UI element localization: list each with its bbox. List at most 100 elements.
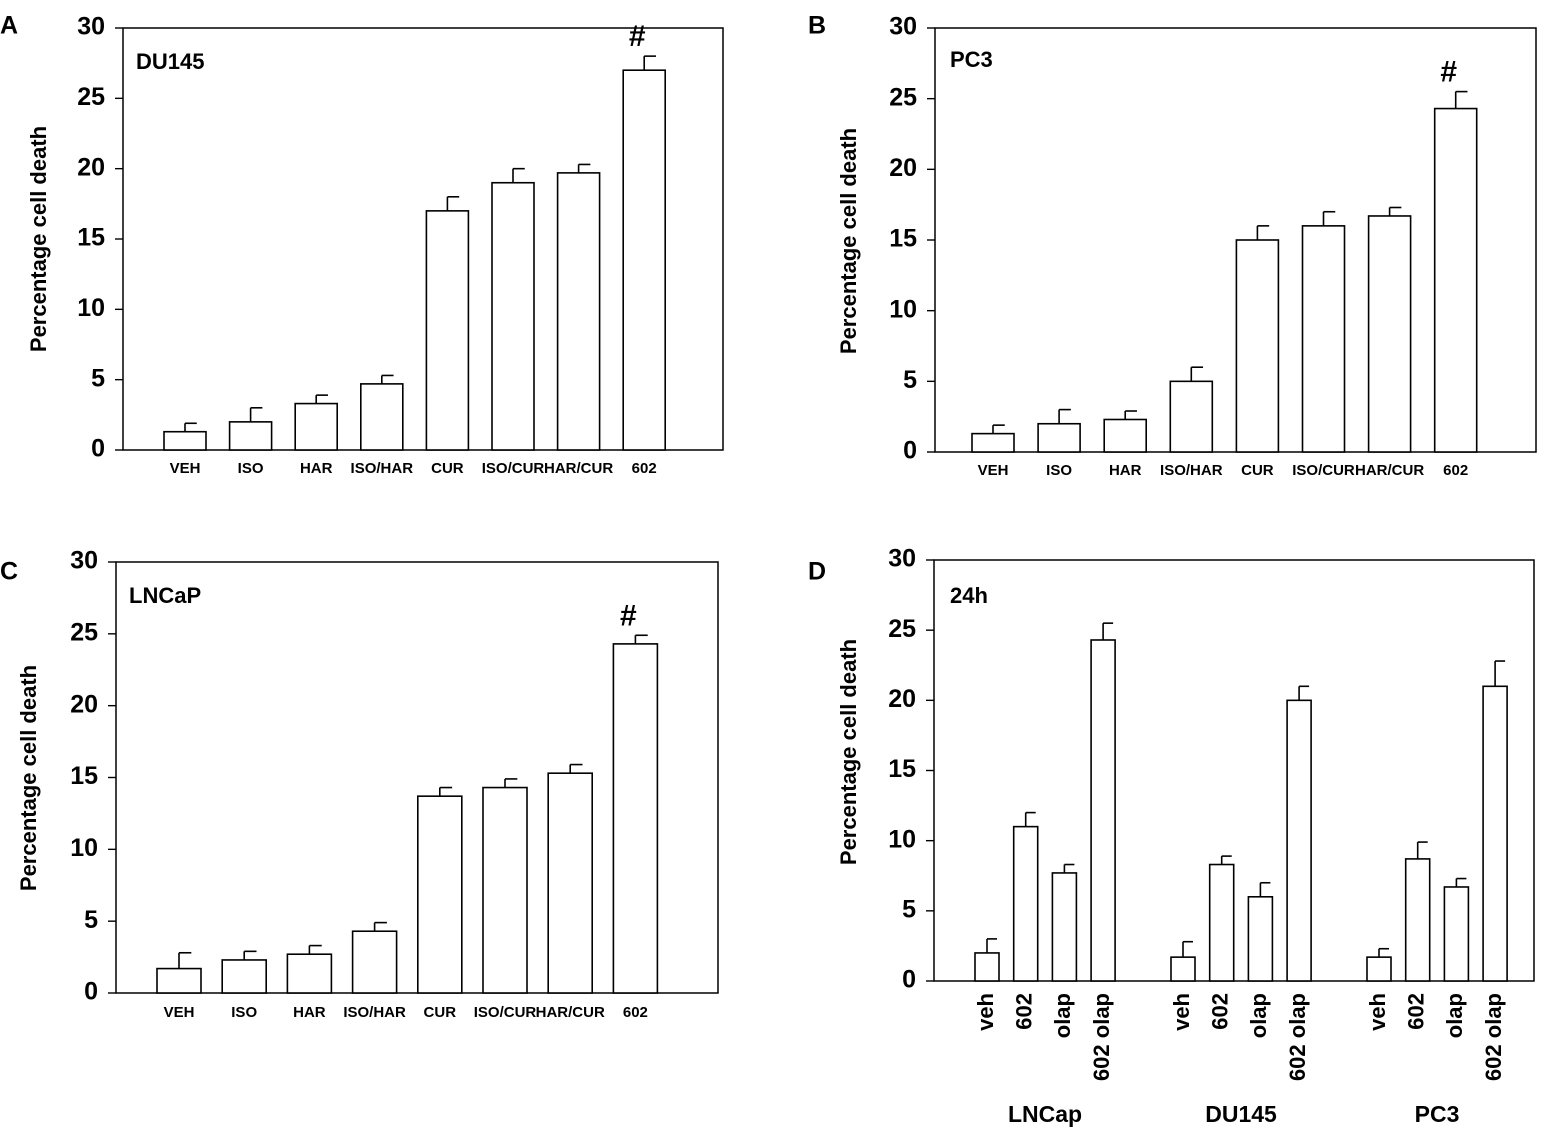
y-tick-label: 15 <box>888 755 916 783</box>
bar-lncap-602-olap <box>1090 639 1116 982</box>
panel-title: 24h <box>950 583 988 608</box>
x-tick-label: veh <box>1365 993 1390 1031</box>
x-tick-label: 602 <box>623 1004 648 1021</box>
y-tick-label: 5 <box>84 906 98 934</box>
bar-har <box>286 953 333 994</box>
bar-iso-cur <box>1301 225 1346 453</box>
x-tick-label: ISO/HAR <box>351 460 414 477</box>
x-tick-label: 602 <box>1443 462 1468 479</box>
y-tick-label: 20 <box>70 690 98 718</box>
significance-marker: # <box>620 599 637 632</box>
y-tick-label: 10 <box>70 834 98 862</box>
x-tick-label: ISO/CUR <box>482 460 545 477</box>
y-tick-label: 0 <box>91 435 105 463</box>
x-tick-label: ISO <box>231 1004 257 1021</box>
significance-marker: # <box>1440 56 1457 89</box>
y-tick-label: 30 <box>888 545 916 573</box>
bar-iso-har <box>1169 380 1214 453</box>
bar-du145-602 <box>1208 863 1235 982</box>
bar-iso <box>228 421 273 451</box>
x-tick-label: ISO/HAR <box>343 1004 406 1021</box>
y-tick-label: 30 <box>77 13 105 41</box>
bar-lncap-602 <box>1012 825 1039 982</box>
x-tick-label: ISO/CUR <box>1292 462 1355 479</box>
x-tick-label: 602 olap <box>1481 993 1506 1081</box>
y-tick-label: 0 <box>902 966 916 994</box>
bar-har <box>294 402 339 451</box>
bar-cur <box>1235 239 1280 453</box>
x-tick-label: 602 <box>1404 993 1429 1030</box>
y-tick-label: 15 <box>77 224 105 252</box>
x-tick-label: CUR <box>424 1004 457 1021</box>
x-tick-label: olap <box>1246 993 1271 1038</box>
x-tick-label: HAR/CUR <box>544 460 613 477</box>
bar-602 <box>622 69 667 451</box>
bar-602 <box>612 643 659 994</box>
y-tick-label: 0 <box>903 437 917 465</box>
y-axis-label: Percentage cell death <box>26 126 51 352</box>
x-tick-label: 602 <box>1012 993 1037 1030</box>
x-tick-label: VEH <box>170 460 201 477</box>
x-tick-label: olap <box>1442 993 1467 1038</box>
panel-title: PC3 <box>950 47 993 72</box>
panel-title: DU145 <box>136 49 204 74</box>
y-tick-label: 15 <box>70 762 98 790</box>
x-tick-label: 602 olap <box>1089 993 1114 1081</box>
x-tick-label: ISO <box>1046 462 1072 479</box>
bar-pc3-602-olap <box>1482 685 1508 982</box>
y-tick-label: 30 <box>70 547 98 575</box>
bar-iso-cur <box>482 786 528 994</box>
y-tick-label: 10 <box>889 295 917 323</box>
bar-lncap-veh <box>974 952 1000 982</box>
x-tick-label: veh <box>973 993 998 1031</box>
y-tick-label: 20 <box>889 154 917 182</box>
x-tick-label: 602 <box>632 460 657 477</box>
panel-label: A <box>0 12 18 40</box>
panel-A: A DU145 Percentage cell death 0 5 10 15 20 25 30 V… <box>0 12 724 477</box>
bar-du145-veh <box>1170 956 1196 982</box>
bar-iso <box>221 959 267 994</box>
group-label: PC3 <box>1415 1101 1460 1127</box>
panel-title: LNCaP <box>129 583 201 608</box>
y-tick-label: 5 <box>902 895 916 923</box>
x-tick-label: CUR <box>1241 462 1274 479</box>
x-tick-label: veh <box>1169 993 1194 1031</box>
x-tick-label: VEH <box>978 462 1009 479</box>
y-tick-label: 10 <box>77 294 105 322</box>
y-tick-label: 25 <box>888 615 916 643</box>
y-axis-label: Percentage cell death <box>16 665 41 891</box>
x-tick-label: CUR <box>431 460 464 477</box>
x-tick-label: VEH <box>164 1004 195 1021</box>
bar-pc3-602 <box>1404 858 1431 982</box>
bar-iso-har <box>359 383 404 451</box>
bar-iso-har <box>351 930 398 994</box>
x-tick-label: 602 olap <box>1285 993 1310 1081</box>
y-axis-label: Percentage cell death <box>836 128 861 354</box>
bar-veh <box>163 430 207 451</box>
bar-pc3-olap <box>1443 886 1470 982</box>
x-tick-label: ISO/HAR <box>1160 462 1223 479</box>
x-tick-label: olap <box>1050 993 1075 1038</box>
x-tick-label: HAR/CUR <box>536 1004 605 1021</box>
panel-C: C LNCaP Percentage cell death 0 5 10 15 20 25 30 V… <box>0 547 719 1021</box>
bar-har-cur <box>1367 215 1412 453</box>
bar-veh <box>156 967 202 994</box>
x-tick-label: HAR <box>1109 462 1142 479</box>
bar-har-cur <box>547 772 594 994</box>
y-tick-label: 20 <box>77 153 105 181</box>
bar-602 <box>1433 107 1478 453</box>
significance-marker: # <box>629 20 646 53</box>
bar-iso <box>1037 422 1081 453</box>
y-tick-label: 25 <box>889 83 917 111</box>
bar-har <box>1103 418 1147 453</box>
x-tick-label: ISO/CUR <box>474 1004 537 1021</box>
panel-label: C <box>0 558 18 586</box>
y-tick-label: 25 <box>70 618 98 646</box>
bar-cur <box>425 210 470 451</box>
x-tick-label: HAR/CUR <box>1355 462 1424 479</box>
bar-cur <box>416 795 463 994</box>
panel-B: B PC3 Percentage cell death 0 5 10 15 20 25 30 VEH… <box>808 12 1537 479</box>
bar-pc3-veh <box>1366 956 1392 982</box>
bar-har-cur <box>556 172 601 451</box>
x-tick-label: HAR <box>293 1004 326 1021</box>
